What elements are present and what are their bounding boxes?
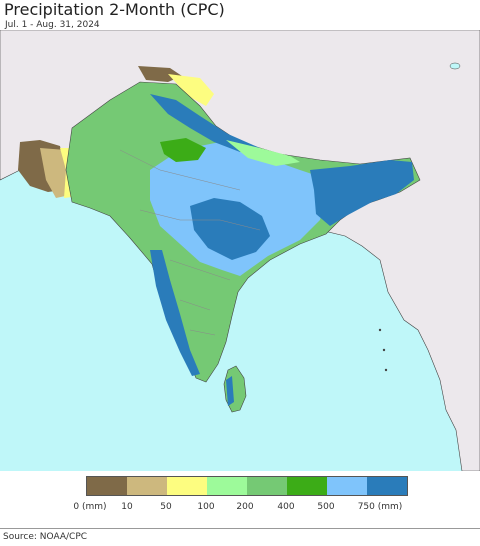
source-credit: Source: NOAA/CPC bbox=[3, 532, 88, 542]
region-nepal bbox=[226, 140, 300, 166]
lake bbox=[449, 62, 461, 70]
legend-label: 400 bbox=[277, 502, 295, 512]
region-westghats-blue bbox=[150, 250, 200, 376]
legend-label: 500 bbox=[317, 502, 335, 512]
legend-swatch-7 bbox=[367, 477, 407, 495]
legend-swatch-1 bbox=[127, 477, 167, 495]
legend-swatch-6 bbox=[327, 477, 367, 495]
legend-label: 0 (mm) bbox=[73, 502, 107, 512]
legend-label: 10 bbox=[121, 502, 133, 512]
legend-swatch-0 bbox=[87, 477, 127, 495]
footer-divider bbox=[0, 528, 480, 529]
region-central-darkblue bbox=[190, 198, 270, 260]
legend-swatch-4 bbox=[247, 477, 287, 495]
legend-swatch-5 bbox=[287, 477, 327, 495]
legend-label: 50 bbox=[160, 502, 172, 512]
region-dark-green bbox=[160, 138, 206, 162]
legend-label: 750 (mm) bbox=[357, 502, 403, 512]
date-range: Jul. 1 - Aug. 31, 2024 bbox=[5, 20, 100, 30]
region-northeast-blue bbox=[310, 160, 414, 226]
legend-swatch-2 bbox=[167, 477, 207, 495]
island-dot bbox=[382, 348, 386, 352]
map-title: Precipitation 2-Month (CPC) bbox=[4, 0, 225, 19]
precipitation-map bbox=[0, 30, 480, 471]
sri-lanka-blue bbox=[226, 376, 234, 406]
internal-borders bbox=[119, 149, 261, 336]
legend-bar bbox=[86, 476, 408, 496]
island-dot bbox=[378, 328, 382, 332]
legend-swatch-3 bbox=[207, 477, 247, 495]
region-kashmir-yellow bbox=[168, 74, 214, 106]
legend-labels: 0 (mm) 10 50 100 200 400 500 750 (mm) bbox=[0, 502, 480, 516]
region-kashmir-brown bbox=[138, 66, 182, 82]
region-himalaya-blue bbox=[150, 94, 260, 152]
island-dot bbox=[384, 368, 388, 372]
legend-label: 100 bbox=[197, 502, 215, 512]
legend-label: 200 bbox=[236, 502, 254, 512]
